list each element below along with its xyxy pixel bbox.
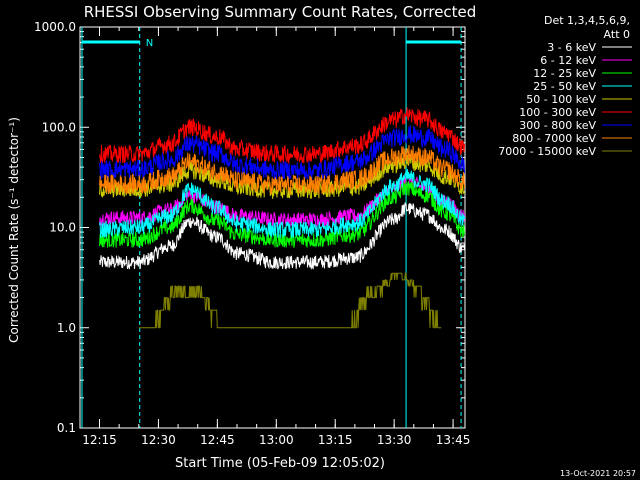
- series-7000-15000-kev: [138, 272, 442, 329]
- x-axis-label: Start Time (05-Feb-09 12:05:02): [175, 456, 385, 471]
- y-tick-label: 1.0: [57, 321, 76, 335]
- y-tick-label: 0.1: [57, 421, 76, 435]
- series-line: [99, 169, 465, 239]
- legend-title: Det 1,3,4,5,6,9,: [544, 14, 630, 27]
- series-800-7000-kev: [99, 144, 465, 195]
- series-100-300-kev: [99, 107, 465, 164]
- series-6-12-kev: [99, 175, 465, 228]
- x-tick-label: 13:30: [377, 433, 412, 447]
- x-tick-label: 13:15: [318, 433, 353, 447]
- series-line: [99, 144, 465, 195]
- series-12-25-kev: [99, 181, 465, 248]
- series-3-6-kev: [99, 202, 465, 270]
- x-tick-label: 13:45: [436, 433, 471, 447]
- legend-label: 12 - 25 keV: [533, 67, 596, 80]
- legend-label: 50 - 100 keV: [526, 93, 596, 106]
- series-line: [99, 107, 465, 164]
- legend-subtitle: Att 0: [604, 28, 630, 41]
- y-tick-label: 1000.0: [34, 20, 76, 34]
- chart-title: RHESSI Observing Summary Count Rates, Co…: [84, 3, 477, 21]
- y-tick-label: 10.0: [49, 221, 76, 235]
- series-line: [99, 202, 465, 270]
- series-25-50-kev: [99, 169, 465, 239]
- legend-label: 300 - 800 keV: [519, 119, 596, 132]
- legend-label: 6 - 12 keV: [540, 54, 596, 67]
- legend-label: 800 - 7000 keV: [512, 132, 596, 145]
- series-300-800-kev: [99, 125, 465, 180]
- x-tick-label: 13:00: [259, 433, 294, 447]
- legend-label: 100 - 300 keV: [519, 106, 596, 119]
- x-tick-label: 12:30: [141, 433, 176, 447]
- y-axis-label: Corrected Count Rate (s⁻¹ detector⁻¹): [7, 117, 21, 343]
- series-line: [138, 272, 442, 329]
- x-tick-label: 12:15: [82, 433, 117, 447]
- legend-label: 3 - 6 keV: [547, 41, 596, 54]
- x-tick-label: 12:45: [200, 433, 235, 447]
- series-line: [99, 125, 465, 180]
- chart-marks: 0.1 1.0 10.0 100.0 1000.0 12:15 12:30 12:45 13:0…: [34, 20, 470, 447]
- footer-date: 13-Oct-2021 20:57: [560, 469, 636, 478]
- series-line: [99, 181, 465, 248]
- series-line: [99, 175, 465, 228]
- legend-label: 25 - 50 keV: [533, 80, 596, 93]
- night-marker-label: N: [146, 38, 153, 49]
- legend-label: 7000 - 15000 keV: [498, 145, 596, 158]
- y-tick-label: 100.0: [42, 120, 76, 134]
